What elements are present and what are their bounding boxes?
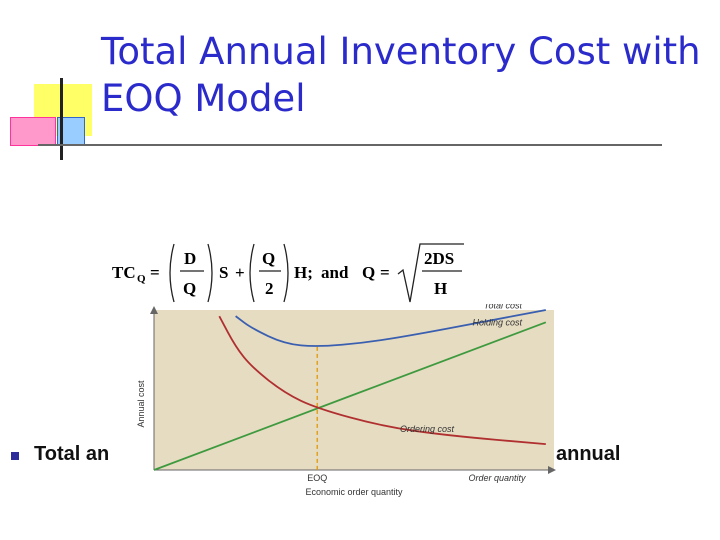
chart-series-line-ordering-cost bbox=[218, 315, 546, 446]
formula-tc-subscript: Q bbox=[137, 273, 146, 285]
chart-series-layer: Total cost Holding cost Ordering cost bbox=[153, 304, 547, 471]
formula-sqrt-sign bbox=[397, 243, 464, 303]
formula-equals: = bbox=[150, 263, 160, 282]
formula-and: and bbox=[321, 263, 349, 282]
bullet-marker bbox=[11, 452, 19, 460]
formula-paren-open-1 bbox=[169, 243, 175, 303]
formula-tc: TC bbox=[112, 263, 136, 282]
chart-subtitle: Economic order quantity bbox=[305, 487, 403, 497]
chart-series-label-ordering-cost: Ordering cost bbox=[400, 424, 455, 434]
formula-q2: Q bbox=[262, 249, 275, 268]
formula-q3: Q bbox=[362, 263, 375, 282]
chart-y-axis-label: Annual cost bbox=[136, 380, 146, 428]
chart-eoq-label: EOQ bbox=[307, 473, 327, 483]
chart-x-axis-arrow bbox=[548, 466, 556, 474]
decorative-vertical-rule bbox=[60, 78, 63, 160]
slide-title: Total Annual Inventory Cost with EOQ Mod… bbox=[101, 30, 701, 120]
bullet-text-end: annual bbox=[556, 443, 621, 465]
chart-x-axis-label: Order quantity bbox=[468, 473, 526, 483]
chart-series-label-total-cost: Total cost bbox=[484, 304, 523, 310]
eoq-formula: TC Q = D Q S + Q 2 H; and Q = 2DS H bbox=[112, 243, 464, 303]
formula-q: Q bbox=[183, 279, 196, 298]
formula-paren-close-1 bbox=[207, 243, 213, 303]
formula-equals-2: = bbox=[380, 263, 390, 282]
formula-plus: + bbox=[235, 263, 245, 282]
chart-series-line-holding-cost bbox=[153, 321, 547, 471]
title-underline bbox=[38, 144, 662, 146]
decorative-pink-square bbox=[10, 117, 56, 146]
formula-paren-open-2 bbox=[249, 243, 255, 303]
formula-h: H; bbox=[294, 263, 313, 282]
chart-plot-background bbox=[154, 310, 554, 470]
formula-h-den: H bbox=[434, 279, 447, 298]
formula-paren-close-2 bbox=[283, 243, 289, 303]
formula-2ds: 2DS bbox=[424, 249, 454, 268]
bullet-text-start: Total an bbox=[34, 443, 110, 465]
formula-two: 2 bbox=[265, 279, 274, 298]
chart-series-line-total-cost bbox=[235, 309, 547, 347]
formula-s: S bbox=[219, 263, 228, 282]
formula-d: D bbox=[184, 249, 196, 268]
chart-series-label-holding-cost: Holding cost bbox=[472, 317, 522, 327]
chart-y-axis-arrow bbox=[150, 306, 158, 314]
eoq-cost-chart: Annual cost Total cost Holding cost Orderi… bbox=[136, 304, 556, 497]
